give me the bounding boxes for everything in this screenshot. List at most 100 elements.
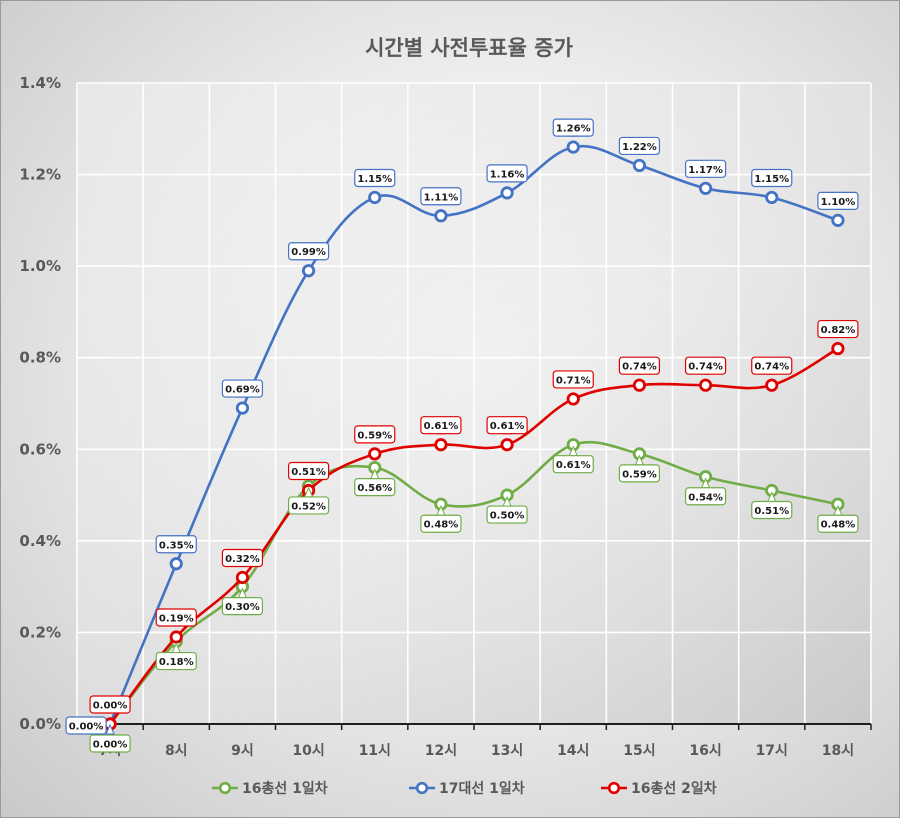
data-label-text: 1.22% xyxy=(622,142,657,153)
data-label-box xyxy=(287,496,330,515)
y-tick-label: 1.0% xyxy=(19,257,61,275)
data-label: 1.15% xyxy=(354,168,396,188)
data-label-box xyxy=(618,136,661,156)
data-label: 1.17% xyxy=(684,159,727,178)
data-label-text: 0.30% xyxy=(225,602,260,613)
data-label: 0.56% xyxy=(354,468,396,497)
data-label: 0.48% xyxy=(817,504,859,533)
data-point xyxy=(831,341,845,356)
data-label: 0.71% xyxy=(552,370,594,389)
data-label-box xyxy=(486,416,528,435)
data-label: 0.52% xyxy=(287,486,330,515)
data-label-box xyxy=(684,159,727,178)
series-group xyxy=(103,140,845,731)
data-label-box xyxy=(420,187,462,206)
legend-marker xyxy=(607,781,621,795)
data-label-text: 0.59% xyxy=(357,430,392,441)
data-label: 0.19% xyxy=(155,608,197,627)
data-label-box xyxy=(354,425,396,444)
data-label-box xyxy=(486,505,528,524)
data-label: 1.11% xyxy=(420,187,462,206)
data-label-box xyxy=(817,514,859,533)
data-label: 1.16% xyxy=(486,164,528,183)
data-label: 0.30% xyxy=(221,587,264,616)
series-2 xyxy=(103,140,845,731)
data-label: 0.74% xyxy=(684,356,727,375)
data-label: 0.99% xyxy=(287,242,330,261)
data-point xyxy=(500,186,514,200)
data-label-box xyxy=(552,118,594,137)
data-label-box xyxy=(354,478,396,497)
legend-item: 17대선 1일차 xyxy=(409,781,525,797)
data-label: 0.54% xyxy=(684,477,727,506)
legend-label: 16총선 2일차 xyxy=(631,781,717,797)
data-label-box xyxy=(817,191,859,210)
data-label: 0.74% xyxy=(751,356,793,375)
y-tick-label: 0.0% xyxy=(19,715,61,733)
data-label-box xyxy=(420,416,462,435)
chart-title: 시간별 사전투표율 증가 xyxy=(365,36,574,60)
x-tick-label: 15시 xyxy=(623,743,655,759)
data-label-text: 0.32% xyxy=(225,554,260,565)
data-label-box xyxy=(684,487,727,506)
data-label-text: 1.10% xyxy=(821,197,856,208)
data-label-box xyxy=(65,716,107,735)
data-label: 0.61% xyxy=(486,416,528,435)
series-3 xyxy=(103,341,845,731)
legend-label: 16총선 1일차 xyxy=(242,781,328,797)
data-point xyxy=(765,190,779,205)
data-point xyxy=(831,213,845,227)
data-label-text: 0.99% xyxy=(291,247,326,258)
data-label: 0.48% xyxy=(420,504,462,533)
data-label-box xyxy=(287,461,330,481)
data-label-text: 1.15% xyxy=(754,174,789,185)
data-label-text: 0.48% xyxy=(424,520,459,531)
data-label: 0.32% xyxy=(221,548,264,568)
y-tick-label: 0.2% xyxy=(19,623,61,641)
data-label-box xyxy=(155,608,197,627)
data-labels: 0.00% 0.18% 0.30% 0.52% 0.56% 0.48% 0.50% 0.61%… xyxy=(65,118,859,753)
data-label-text: 0.35% xyxy=(159,540,194,551)
data-point xyxy=(434,209,448,223)
y-tick-label: 0.8% xyxy=(19,349,61,367)
data-label: 0.18% xyxy=(155,642,197,671)
x-tick-label: 14시 xyxy=(557,743,589,759)
data-label-text: 0.61% xyxy=(490,421,525,432)
grid xyxy=(76,82,872,724)
data-label-text: 0.51% xyxy=(754,506,789,517)
y-tick-label: 1.2% xyxy=(19,166,61,184)
legend-marker xyxy=(218,781,232,795)
data-label-text: 1.26% xyxy=(556,124,591,135)
data-label-text: 0.61% xyxy=(424,421,459,432)
data-point xyxy=(566,140,580,154)
data-label: 0.35% xyxy=(155,535,197,554)
data-label-text: 0.50% xyxy=(490,511,525,522)
data-point xyxy=(500,438,514,452)
data-label-text: 1.16% xyxy=(490,169,525,180)
data-label-text: 0.74% xyxy=(622,362,657,373)
x-tick-label: 16시 xyxy=(689,743,721,759)
x-tick-label: 10시 xyxy=(292,743,324,759)
data-label-box xyxy=(684,356,727,375)
x-tick-label: 12시 xyxy=(425,743,457,759)
data-point xyxy=(698,378,713,392)
data-label-box xyxy=(552,455,594,474)
data-label-box xyxy=(751,500,793,520)
data-point xyxy=(434,438,448,452)
data-label-box xyxy=(221,379,264,398)
data-label-text: 0.00% xyxy=(69,722,104,733)
data-point xyxy=(698,181,713,195)
data-point xyxy=(765,378,779,392)
data-label-box xyxy=(155,651,197,671)
data-label-text: 1.15% xyxy=(357,174,392,185)
data-label: 0.74% xyxy=(618,356,661,375)
data-point xyxy=(169,557,183,571)
x-tick-label: 18시 xyxy=(822,743,854,759)
data-label: 1.22% xyxy=(618,136,661,156)
data-label-text: 1.17% xyxy=(688,165,723,176)
data-label-text: 0.52% xyxy=(291,501,326,512)
data-label: 0.61% xyxy=(552,445,594,474)
data-point xyxy=(301,264,316,278)
